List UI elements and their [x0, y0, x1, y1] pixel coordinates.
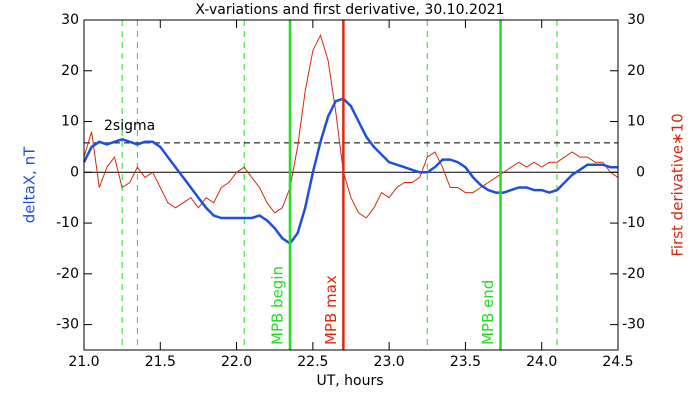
y-tick-label: -10 [56, 215, 79, 231]
x-tick-label: 23.5 [450, 354, 481, 370]
x-tick-label: 22.5 [297, 354, 328, 370]
y2-tick-label: -30 [622, 317, 645, 333]
y-tick-label: 30 [61, 12, 79, 28]
event-label: MPB begin [268, 266, 286, 345]
y-tick-label: 0 [70, 164, 79, 180]
y-tick-label: -30 [56, 317, 79, 333]
y-axis-label: deltaX, nT [21, 146, 39, 223]
x-tick-label: 21.5 [145, 354, 176, 370]
y-tick-label: -20 [56, 266, 79, 282]
x-tick-label: 23.0 [374, 354, 405, 370]
series-line [82, 97, 618, 246]
y2-axis-label: First derivative∗10 [669, 113, 687, 256]
y2-tick-label: 20 [627, 63, 645, 79]
y2-tick-label: 10 [627, 114, 645, 130]
x-tick-label: 24.5 [602, 354, 633, 370]
y-tick-label: 10 [61, 114, 79, 130]
event-label: MPB end [479, 280, 497, 345]
series-line [83, 33, 619, 219]
x-tick-label: 24.0 [526, 354, 557, 370]
y2-tick-label: -10 [622, 215, 645, 231]
event-label: MPB max [322, 275, 340, 345]
y-tick-label: 20 [61, 63, 79, 79]
x-tick-label: 22.0 [221, 354, 252, 370]
chart-title: X-variations and first derivative, 30.10… [195, 2, 504, 18]
x-axis-label: UT, hours [316, 373, 383, 389]
y2-tick-label: 0 [636, 164, 645, 180]
x-tick-label: 21.0 [68, 354, 99, 370]
y2-tick-label: 30 [627, 12, 645, 28]
plot-frame [83, 19, 619, 351]
y2-tick-label: -20 [622, 266, 645, 282]
threshold-label: 2sigma [104, 118, 155, 134]
